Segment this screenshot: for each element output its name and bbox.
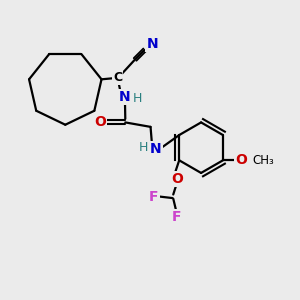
Text: N: N <box>150 142 161 156</box>
Text: CH₃: CH₃ <box>253 154 274 167</box>
Text: O: O <box>171 172 183 186</box>
Text: F: F <box>172 210 181 224</box>
Text: H: H <box>133 92 142 105</box>
Text: N: N <box>119 90 131 104</box>
Text: F: F <box>149 190 159 204</box>
Text: O: O <box>94 116 106 129</box>
Text: H: H <box>138 142 148 154</box>
Text: C: C <box>113 71 122 84</box>
Text: N: N <box>146 37 158 51</box>
Text: O: O <box>235 153 247 167</box>
